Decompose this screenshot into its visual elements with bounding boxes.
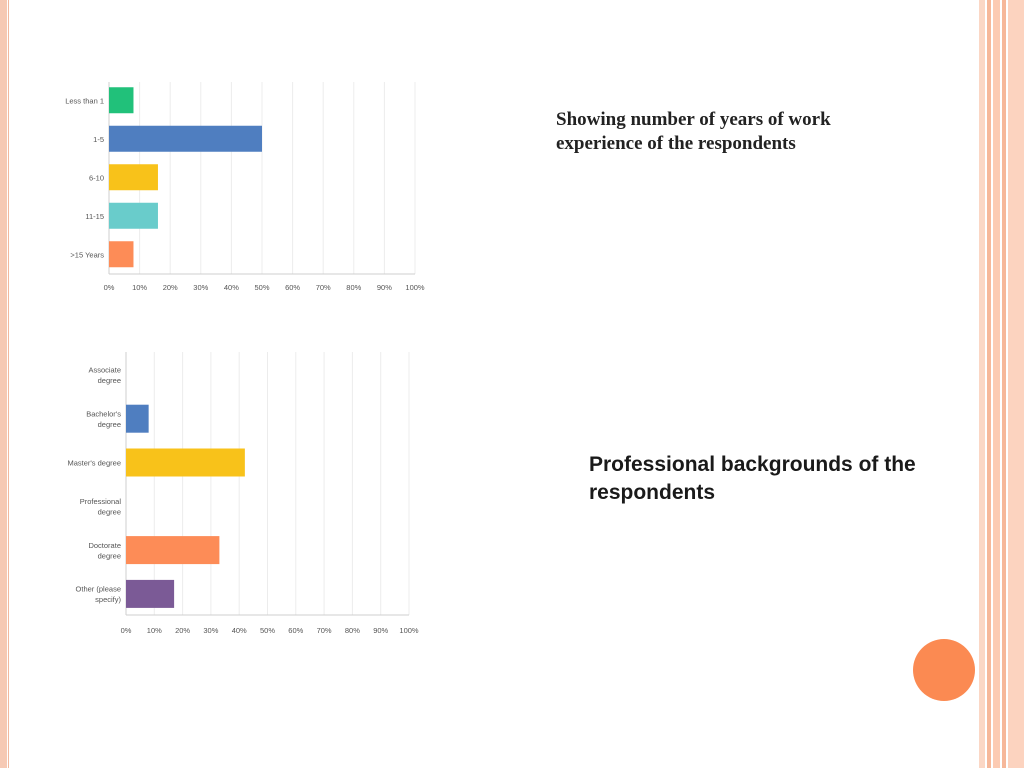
bar: [126, 448, 245, 477]
x-tick-label: 70%: [316, 283, 331, 292]
category-label: >15 Years: [70, 250, 104, 259]
x-tick-label: 90%: [377, 283, 392, 292]
x-tick-label: 10%: [147, 626, 162, 635]
category-label: Less than 1: [65, 96, 104, 105]
category-label: 1-5: [93, 135, 104, 144]
category-label: Doctorate: [88, 541, 121, 550]
right-stripe-3: [993, 0, 1000, 768]
x-tick-label: 0%: [104, 283, 115, 292]
left-border-band: [0, 0, 7, 768]
right-stripe-2: [987, 0, 991, 768]
x-tick-label: 40%: [232, 626, 247, 635]
x-tick-label: 80%: [346, 283, 361, 292]
x-tick-label: 0%: [121, 626, 132, 635]
bar: [126, 579, 175, 608]
category-label: degree: [98, 508, 121, 517]
category-label: Master's degree: [67, 459, 121, 468]
bar: [109, 87, 134, 114]
x-tick-label: 10%: [132, 283, 147, 292]
decorative-circle: [913, 639, 975, 701]
x-tick-label: 90%: [373, 626, 388, 635]
x-tick-label: 100%: [399, 626, 419, 635]
category-label: specify): [95, 595, 121, 604]
x-tick-label: 20%: [163, 283, 178, 292]
x-tick-label: 50%: [254, 283, 269, 292]
professional-background-caption: Professional backgrounds of the responde…: [589, 453, 916, 504]
bar: [126, 536, 220, 565]
work-experience-chart: 0% 10% 20% 30% 40% 50% 60% 70% 80% 90% 100% Less th…: [65, 82, 425, 292]
category-label: 11-15: [85, 212, 104, 221]
x-tick-label: 40%: [224, 283, 239, 292]
category-label: 6-10: [89, 173, 104, 182]
x-tick-label: 60%: [285, 283, 300, 292]
x-tick-label: 100%: [405, 283, 425, 292]
x-tick-label: 70%: [317, 626, 332, 635]
professional-background-chart: 0% 10% 20% 30% 40% 50% 60% 70% 80% 90% 100% Associa…: [67, 352, 419, 635]
x-tick-label: 50%: [260, 626, 275, 635]
category-label: Professional: [80, 497, 122, 506]
category-label: Associate: [88, 366, 121, 375]
bar: [109, 125, 262, 152]
category-label: degree: [98, 420, 121, 429]
category-label: Bachelor's: [86, 409, 121, 418]
x-tick-label: 30%: [203, 626, 218, 635]
x-tick-label: 20%: [175, 626, 190, 635]
bar: [109, 241, 134, 268]
x-tick-label: 80%: [345, 626, 360, 635]
bar: [109, 202, 158, 229]
category-label: degree: [98, 551, 121, 560]
right-stripe-4: [1002, 0, 1006, 768]
right-stripe-5: [1008, 0, 1024, 768]
category-label: Other (please: [76, 585, 121, 594]
right-stripe-1: [979, 0, 985, 768]
x-tick-label: 60%: [288, 626, 303, 635]
bar: [109, 164, 158, 191]
x-tick-label: 30%: [193, 283, 208, 292]
bar: [126, 404, 149, 433]
work-experience-caption: Showing number of years of work experien…: [556, 109, 831, 154]
left-border-line: [8, 0, 9, 768]
category-label: degree: [98, 376, 121, 385]
